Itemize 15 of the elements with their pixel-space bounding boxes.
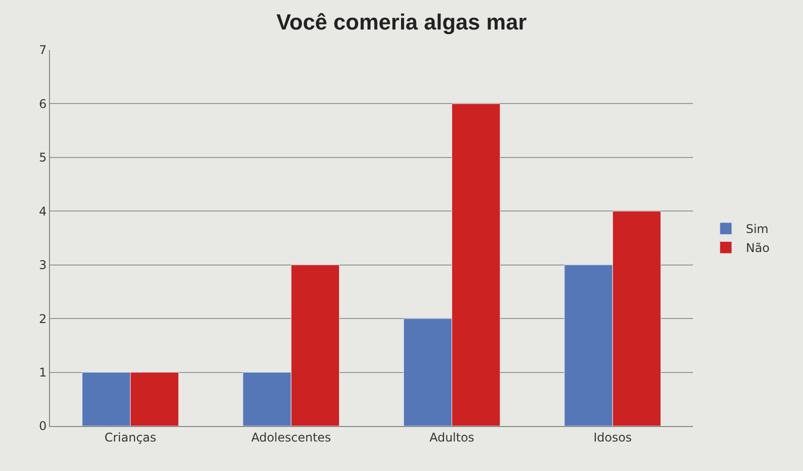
y-tick-label: 0 bbox=[38, 419, 47, 434]
y-tick-label: 6 bbox=[38, 96, 47, 111]
y-tick-label: 1 bbox=[38, 365, 47, 380]
y-tick-label: 3 bbox=[38, 258, 47, 272]
x-tick-label: Idosos bbox=[593, 430, 632, 444]
legend-label: Sim bbox=[746, 222, 768, 236]
chart-title: Você comeria algas mar bbox=[276, 10, 528, 35]
x-tick-label: Crianças bbox=[104, 430, 156, 444]
x-tick-label: Adultos bbox=[429, 430, 474, 444]
y-tick-label: 2 bbox=[38, 312, 47, 326]
y-tick-label: 7 bbox=[38, 43, 47, 58]
x-tick-label: Adolescentes bbox=[251, 430, 332, 444]
y-tick-label: 5 bbox=[38, 150, 47, 165]
y-tick-label: 4 bbox=[38, 204, 47, 218]
legend-label: Não bbox=[746, 241, 770, 256]
